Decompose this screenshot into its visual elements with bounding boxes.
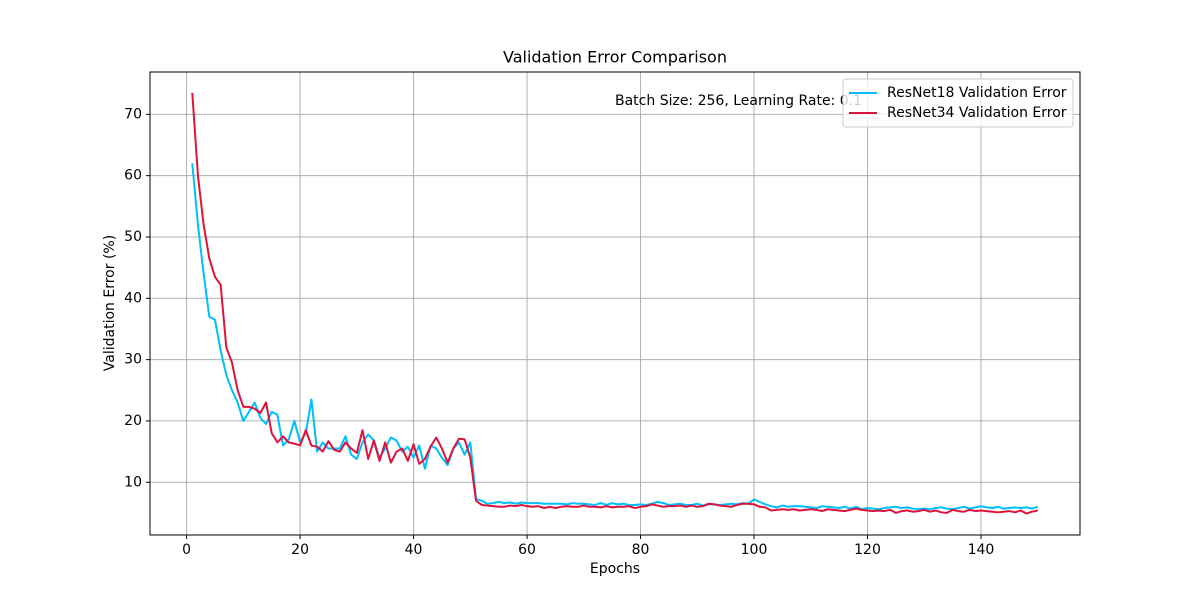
y-tick-label: 70 bbox=[124, 106, 142, 122]
legend-label: ResNet18 Validation Error bbox=[887, 85, 1067, 101]
y-tick-label: 60 bbox=[124, 168, 142, 184]
legend-box bbox=[842, 78, 1074, 128]
x-tick-label: 100 bbox=[741, 542, 768, 558]
series-line bbox=[191, 92, 1038, 515]
chart-title: Validation Error Comparison bbox=[503, 48, 727, 67]
annotation: Batch Size: 256, Learning Rate: 0.1 bbox=[615, 93, 862, 109]
plot-frame bbox=[149, 71, 1081, 536]
x-tick-label: 80 bbox=[632, 542, 650, 558]
legend-label: ResNet34 Validation Error bbox=[887, 105, 1067, 121]
y-tick-label: 10 bbox=[124, 474, 142, 490]
x-tick-label: 120 bbox=[854, 542, 881, 558]
x-tick-label: 0 bbox=[182, 542, 191, 558]
x-axis-label: Epochs bbox=[590, 561, 640, 577]
y-tick-label: 50 bbox=[124, 229, 142, 245]
y-axis-label: Validation Error (%) bbox=[102, 235, 118, 371]
y-tick-label: 20 bbox=[124, 413, 142, 429]
x-tick-label: 20 bbox=[291, 542, 309, 558]
y-tick-label: 40 bbox=[124, 290, 142, 306]
x-tick-label: 140 bbox=[968, 542, 995, 558]
y-tick-label: 30 bbox=[124, 352, 142, 368]
x-tick-label: 40 bbox=[405, 542, 423, 558]
x-tick-label: 60 bbox=[518, 542, 536, 558]
